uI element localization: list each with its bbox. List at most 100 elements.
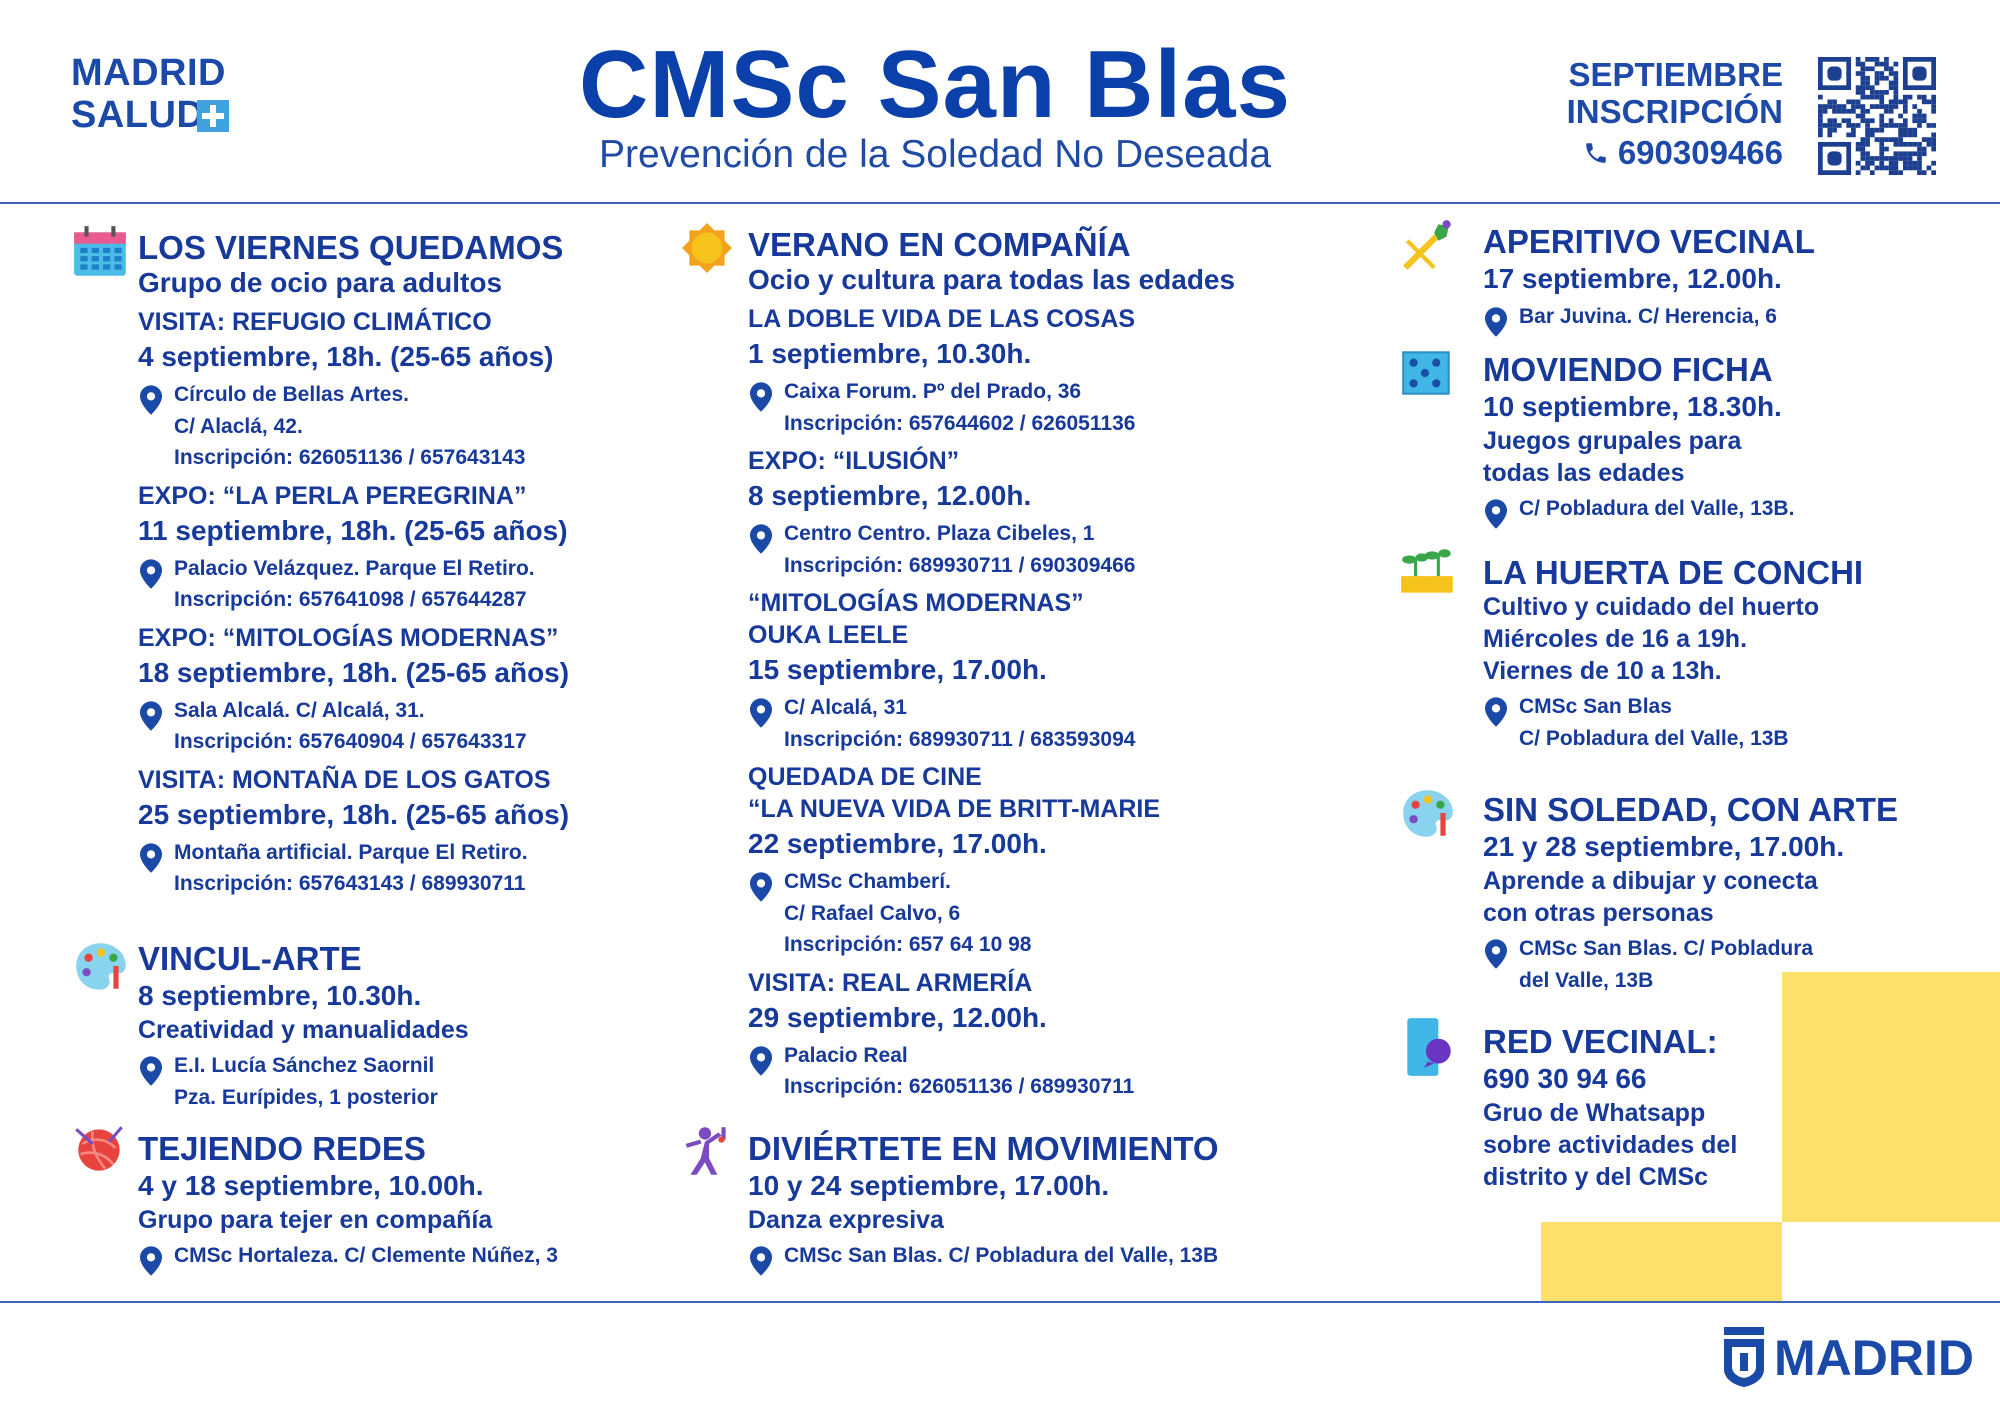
event-date: 4 septiembre, 18h. (25-65 años) <box>138 341 554 372</box>
event-date: 11 septiembre, 18h. (25-65 años) <box>138 514 568 546</box>
city-crest <box>1724 1327 1764 1387</box>
description: Viernes de 10 a 13h. <box>1483 657 1722 685</box>
event-label: “LA NUEVA VIDA DE BRITT-MARIE <box>748 795 1161 823</box>
registration: INSCRIPCIÓN <box>1566 93 1783 130</box>
pin-svg <box>750 1246 772 1276</box>
subtitle: Prevención de la Soledad No Deseada <box>598 133 1272 176</box>
event: VISITA: MONTAÑA DE LOS GATOS 25 septiembr… <box>138 764 698 900</box>
event-date: 15 septiembre, 17.00h. <box>748 654 1047 685</box>
pin-svg <box>140 385 162 415</box>
place-line: CMSc San Blas. C/ Pobladura del Valle, 1… <box>784 1244 1219 1267</box>
description: con otras personas <box>1483 899 1714 927</box>
pin-svg <box>140 842 162 873</box>
place-line: C/ Pobladura del Valle, 13B. <box>1519 497 1795 520</box>
pin-icon <box>1485 697 1507 732</box>
section-title: LOS VIERNES QUEDAMOS <box>138 229 564 266</box>
section-date: 10 y 24 septiembre, 17.00h. <box>748 1170 1110 1201</box>
event-label: VISITA: REFUGIO CLIMÁTICO <box>138 308 492 336</box>
place-line: Inscripción: 657641098 / 657644287 <box>174 588 527 611</box>
section-date: 8 septiembre, 10.30h. <box>138 980 422 1011</box>
section-icon <box>74 226 126 276</box>
section-date: 690 30 94 66 <box>1483 1063 1647 1094</box>
pin-icon <box>1485 499 1507 534</box>
place-line: Palacio Velázquez. Parque El Retiro. <box>174 556 535 580</box>
location: Caixa Forum. Pº del Prado, 36 Inscripción… <box>748 376 1308 439</box>
section-title: SIN SOLEDAD, CON ARTE <box>1483 791 1898 828</box>
pin-svg <box>140 1056 162 1086</box>
pin-svg <box>750 698 772 728</box>
section: TEJIENDO REDES 4 y 18 septiembre, 10.00h.… <box>75 1126 698 1276</box>
place-line: C/ Alaclá, 42. <box>174 414 303 438</box>
location: CMSc Hortaleza. C/ Clemente Núñez, 3 <box>138 1240 698 1276</box>
section-title: APERITIVO VECINAL <box>1483 223 1815 260</box>
place-line: Sala Alcalá. C/ Alcalá, 31. <box>174 698 425 722</box>
place-line: del Valle, 13B <box>1519 968 1654 992</box>
section-title: TEJIENDO REDES <box>138 1130 426 1167</box>
pin-svg <box>1485 499 1507 529</box>
section-icon <box>76 943 126 990</box>
place-line: Inscripción: 657 64 10 98 <box>784 933 1032 956</box>
place-line: Montaña artificial. Parque El Retiro. <box>174 840 528 864</box>
pin-icon <box>750 524 772 559</box>
logo-line: SALUD <box>71 94 205 136</box>
event-label: EXPO: “MITOLOGÍAS MODERNAS” <box>138 623 559 652</box>
place-line: Inscripción: 689930711 / 683593094 <box>784 727 1136 751</box>
section-date: 21 y 28 septiembre, 17.00h. <box>1483 831 1845 862</box>
event-date: 25 septiembre, 18h. (25-65 años) <box>138 798 570 830</box>
description: sobre actividades del <box>1483 1131 1738 1159</box>
pin-svg <box>140 700 162 731</box>
footer-rule <box>0 1301 2000 1303</box>
section-subtitle: Ocio y cultura para todas las edades <box>748 264 1236 295</box>
location: C/ Pobladura del Valle, 13B. <box>1483 493 2000 529</box>
pin-icon <box>1485 307 1507 342</box>
pin-icon <box>140 700 162 736</box>
pin-svg <box>750 524 772 554</box>
place-line: Inscripción: 626051136 / 657643143 <box>174 446 526 469</box>
place-line: Bar Juvina. C/ Herencia, 6 <box>1519 305 1777 328</box>
event-date: 18 septiembre, 18h. (25-65 años) <box>138 656 570 688</box>
location: Bar Juvina. C/ Herencia, 6 <box>1483 301 2000 337</box>
section-icon <box>1401 549 1453 593</box>
section: APERITIVO VECINAL 17 septiembre, 12.00h. B… <box>1403 220 2000 337</box>
section-subtitle: Grupo de ocio para adultos <box>138 267 503 298</box>
phone-icon <box>1585 143 1606 163</box>
pin-icon <box>140 1056 162 1091</box>
event-label: QUEDADA DE CINE <box>748 763 982 791</box>
place-line: Pza. Eurípides, 1 posterior <box>174 1085 438 1109</box>
pin-svg <box>1485 697 1507 727</box>
description: todas las edades <box>1483 459 1685 487</box>
location: C/ Alcalá, 31 Inscripción: 689930711 / 68… <box>748 692 1308 755</box>
pin-icon <box>140 842 162 878</box>
decor-block <box>1541 1222 1782 1301</box>
section: VERANO EN COMPAÑÍA Ocio y cultura para to… <box>682 223 1308 1103</box>
section-icon <box>1403 790 1453 837</box>
title: CMSc San Blas <box>579 31 1291 138</box>
description: Aprende a dibujar y conecta <box>1483 867 1818 895</box>
place-line: Palacio Real <box>784 1043 908 1067</box>
decor-block <box>1782 972 2000 1222</box>
pin-icon <box>750 698 772 733</box>
section: LA HUERTA DE CONCHI Cultivo y cuidado del… <box>1401 549 2000 754</box>
section: SIN SOLEDAD, CON ARTE 21 y 28 septiembre,… <box>1403 790 2000 996</box>
section: DIVIÉRTETE EN MOVIMIENTO 10 y 24 septiemb… <box>685 1127 1308 1276</box>
section-icon <box>685 1127 726 1175</box>
event: QUEDADA DE CINE “LA NUEVA VIDA DE BRITT-M… <box>748 761 1308 961</box>
section-icon <box>682 223 732 273</box>
place-line: Inscripción: 689930711 / 690309466 <box>784 553 1136 577</box>
description: distrito y del CMSc <box>1483 1163 1709 1191</box>
location: Círculo de Bellas Artes. C/ Alaclá, 42. In… <box>138 379 698 474</box>
location: E.I. Lucía Sánchez Saornil Pza. Eurípides… <box>138 1050 698 1113</box>
logo-plus <box>197 100 229 132</box>
description: Grupo para tejer en compañía <box>138 1206 493 1234</box>
event-label: “MITOLOGÍAS MODERNAS” <box>748 589 1084 617</box>
place-line: Centro Centro. Plaza Cibeles, 1 <box>784 522 1095 545</box>
pin-svg <box>1485 939 1507 969</box>
location: CMSc San Blas. C/ Pobladura del Valle, 13… <box>1483 933 2000 996</box>
place-line: C/ Alcalá, 31 <box>784 696 907 719</box>
month: SEPTIEMBRE <box>1568 56 1783 93</box>
section: MOVIENDO FICHA 10 septiembre, 18.30h. Jueg… <box>1402 351 2000 529</box>
description: Gruo de Whatsapp <box>1483 1099 1706 1127</box>
pin-icon <box>750 872 772 907</box>
event-label: VISITA: REAL ARMERÍA <box>748 968 1033 997</box>
event-date: 22 septiembre, 17.00h. <box>748 828 1047 859</box>
